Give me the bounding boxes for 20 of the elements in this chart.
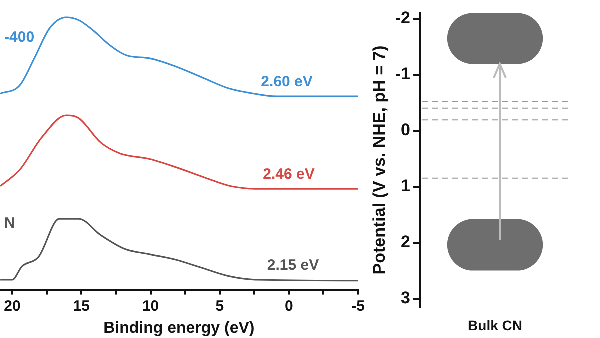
annotation: 2.60 eV — [261, 74, 313, 91]
annotation: 2.46 eV — [263, 166, 315, 184]
y-tick-label: 3 — [401, 288, 411, 308]
y-axis-title: Potential (V vs. NHE, pH = 7) — [370, 46, 389, 275]
x-axis-title: Binding energy (eV) — [104, 320, 255, 337]
x-tick-label: 0 — [284, 298, 294, 315]
series-label: -400 — [4, 28, 35, 46]
x-tick-label: Bulk CN — [468, 317, 522, 334]
y-tick-label: -2 — [395, 8, 411, 28]
x-tick-label: 10 — [142, 298, 160, 315]
y-tick-label: -1 — [395, 64, 411, 84]
x-tick-label: 5 — [216, 298, 224, 315]
y-tick-label: 0 — [401, 120, 411, 140]
y-tick-label: 1 — [401, 176, 411, 196]
x-tick-label: -5 — [352, 298, 366, 315]
y-tick-label: 2 — [401, 232, 411, 252]
x-tick-label: 15 — [73, 298, 90, 315]
text: N — [4, 215, 16, 232]
annotation: 2.15 eV — [267, 257, 320, 274]
x-tick-label: 20 — [4, 298, 21, 315]
